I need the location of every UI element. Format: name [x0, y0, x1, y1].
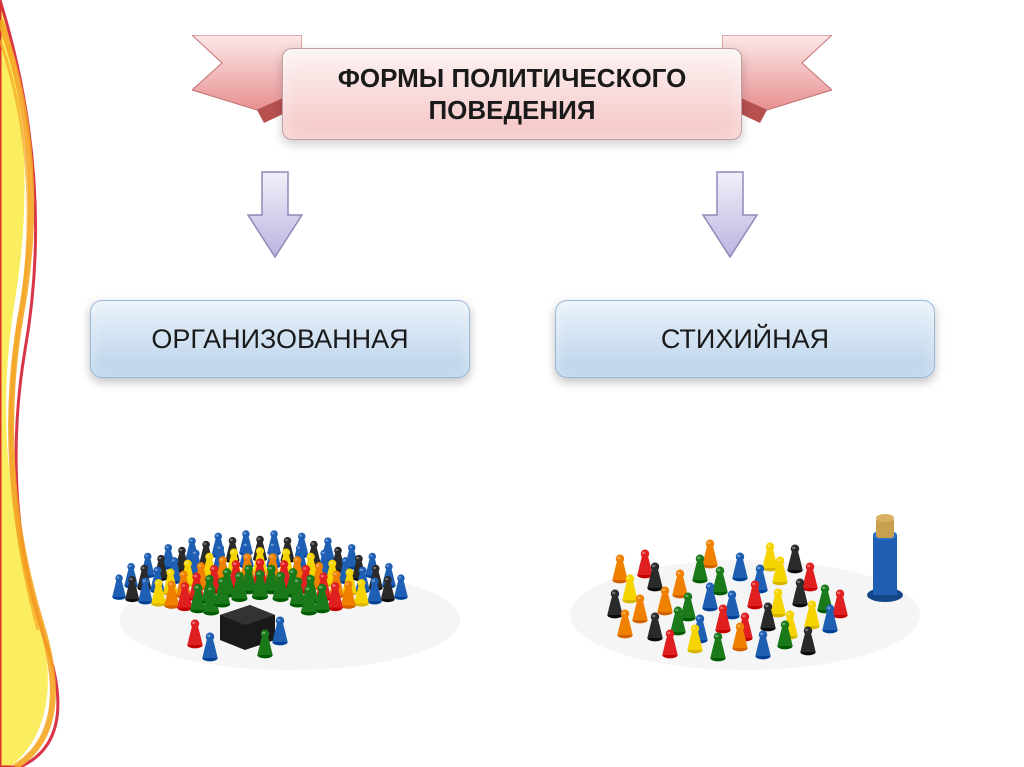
arrow-down-right-icon: [700, 170, 760, 260]
title-text: ФОРМЫ ПОЛИТИЧЕСКОГО ПОВЕДЕНИЯ: [303, 62, 721, 127]
category-right-label: СТИХИЙНАЯ: [661, 324, 829, 355]
illustration-organized: [105, 420, 475, 680]
category-organized: ОРГАНИЗОВАННАЯ: [90, 300, 470, 378]
arrow-down-left-icon: [245, 170, 305, 260]
side-decoration: [0, 0, 90, 767]
illustration-chaotic: [560, 420, 940, 680]
title-banner: ФОРМЫ ПОЛИТИЧЕСКОГО ПОВЕДЕНИЯ: [252, 30, 772, 150]
title-box: ФОРМЫ ПОЛИТИЧЕСКОГО ПОВЕДЕНИЯ: [282, 48, 742, 140]
category-left-label: ОРГАНИЗОВАННАЯ: [151, 324, 408, 355]
category-chaotic: СТИХИЙНАЯ: [555, 300, 935, 378]
